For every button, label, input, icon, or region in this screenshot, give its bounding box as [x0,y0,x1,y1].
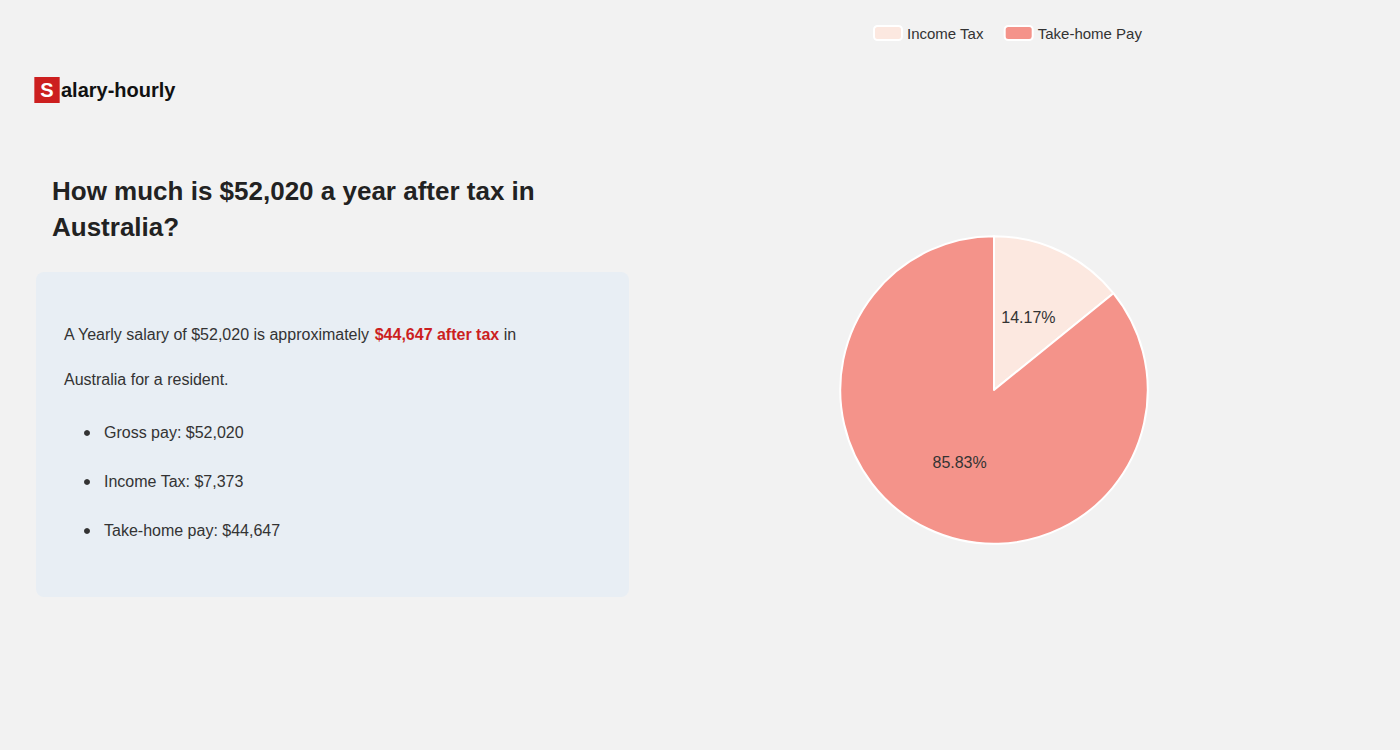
svg-text:Gross pay: $52,020: Gross pay: $52,020 [104,424,244,441]
svg-text:Australia for a resident.: Australia for a resident. [64,371,229,388]
svg-text:85.83%: 85.83% [932,454,986,471]
svg-text:Australia?: Australia? [52,212,179,242]
svg-text:Income Tax: $7,373: Income Tax: $7,373 [104,473,243,490]
svg-text:Take-home pay: $44,647: Take-home pay: $44,647 [104,522,280,539]
svg-text:S: S [40,79,53,101]
svg-text:in: in [499,326,516,343]
svg-text:A Yearly salary of $52,020 is: A Yearly salary of $52,020 is approximat… [64,326,374,343]
svg-text:alary-hourly: alary-hourly [61,79,176,101]
svg-text:14.17%: 14.17% [1001,309,1055,326]
svg-text:Income Tax: Income Tax [907,25,984,42]
svg-text:$44,647 after tax: $44,647 after tax [375,326,500,343]
svg-text:How much is $52,020 a year aft: How much is $52,020 a year after tax in [52,176,535,206]
svg-text:Take-home Pay: Take-home Pay [1038,25,1143,42]
